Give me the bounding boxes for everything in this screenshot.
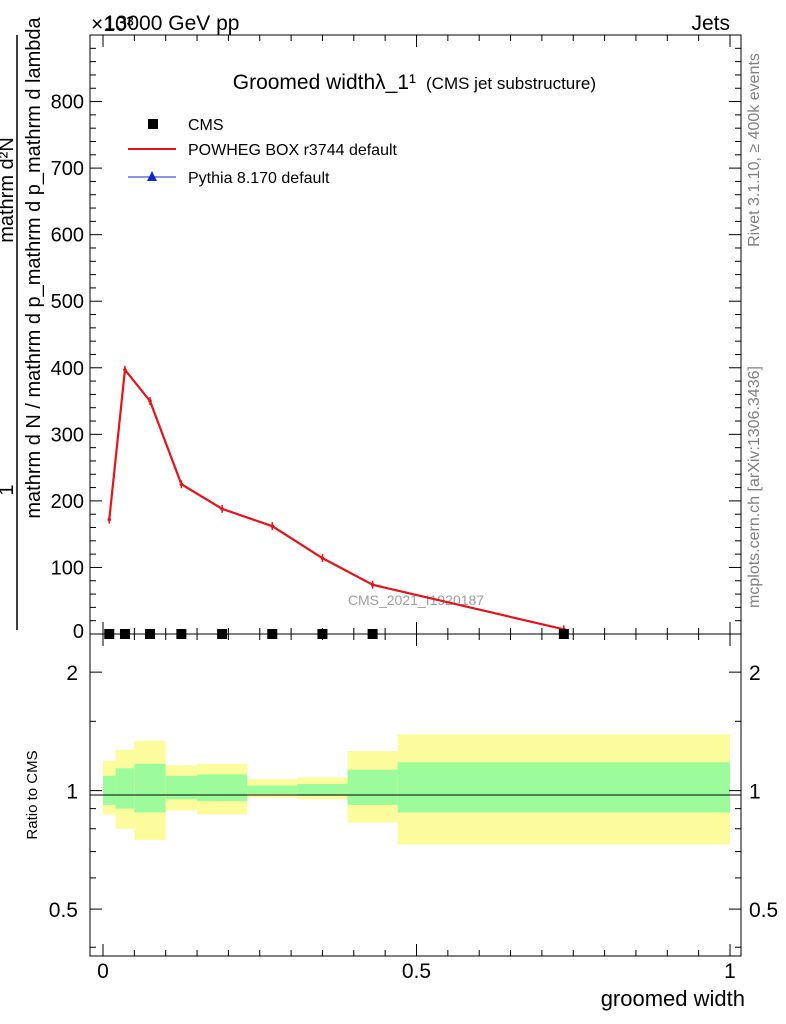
ratio-inner-band bbox=[134, 763, 166, 813]
powheg-point bbox=[179, 482, 184, 487]
y-tick-label-zero: 0 bbox=[73, 621, 84, 643]
ratio-inner-band bbox=[197, 774, 248, 802]
ratio-bands-layer bbox=[103, 734, 730, 845]
ratio-y-tick-label: 2 bbox=[66, 662, 78, 685]
ratio-y-tick-label: 1 bbox=[66, 781, 78, 804]
x-axis-title: groomed width bbox=[601, 986, 745, 1011]
ratio-y-tick-label-right: 0.5 bbox=[749, 899, 778, 922]
legend-pythia-marker bbox=[147, 171, 157, 181]
legend-powheg-label: POWHEG BOX r3744 default bbox=[188, 142, 398, 159]
ratio-inner-band bbox=[347, 769, 398, 805]
y-axis-title-top: mathrm d²N bbox=[0, 137, 18, 243]
powheg-point bbox=[107, 517, 112, 522]
ratio-y-tick-label-right: 1 bbox=[749, 781, 761, 804]
y-tick-label: 200 bbox=[51, 491, 84, 513]
main-plot-panel: 100 200 300 400 500 600 700 800 0 Groomed widthλ… bbox=[51, 34, 742, 643]
powheg-line bbox=[108, 366, 565, 631]
powheg-point bbox=[320, 556, 325, 560]
ratio-y-tick-label-right: 2 bbox=[749, 662, 761, 685]
legend-cms-marker bbox=[148, 119, 158, 129]
ratio-axis-title: Ratio to CMS bbox=[24, 750, 41, 839]
powheg-point bbox=[270, 524, 275, 528]
y-tick-label: 300 bbox=[51, 424, 84, 446]
y-tick-label: 700 bbox=[51, 158, 84, 180]
powheg-point bbox=[148, 399, 152, 403]
ratio-y-tick-label: 0.5 bbox=[49, 899, 78, 922]
exponent-label: ×10³ bbox=[91, 13, 134, 36]
y-axis-title-numerator: mathrm d N / mathrm d p_mathrm d p_mathr… bbox=[23, 16, 45, 518]
ratio-inner-band bbox=[397, 762, 730, 813]
legend: CMS POWHEG BOX r3744 default Pythia 8.17… bbox=[128, 117, 398, 187]
ratio-inner-band bbox=[115, 768, 135, 809]
x-tick-label: 0.5 bbox=[402, 960, 431, 983]
y-tick-label: 800 bbox=[51, 92, 84, 114]
energy-label: 13000 GeV pp bbox=[104, 12, 239, 35]
ratio-inner-band bbox=[165, 775, 198, 800]
main-series-layer bbox=[104, 365, 569, 639]
rivet-label: Rivet 3.1.10, ≥ 400k events bbox=[746, 53, 763, 247]
y-tick-label: 500 bbox=[51, 291, 84, 313]
mcplots-label: mcplots.cern.ch [arXiv:1306.3436] bbox=[746, 366, 763, 608]
ratio-inner-band bbox=[297, 783, 348, 796]
legend-cms-label: CMS bbox=[188, 117, 224, 134]
y-axis-title-one: 1 bbox=[0, 484, 18, 495]
plot-subtitle: (CMS jet substructure) bbox=[426, 74, 596, 93]
legend-pythia-label: Pythia 8.170 default bbox=[188, 170, 330, 187]
powheg-point bbox=[370, 582, 375, 587]
ratio-inner-band bbox=[103, 775, 116, 805]
plot-title: Groomed widthλ_1¹ bbox=[233, 71, 416, 94]
ratio-plot-frame bbox=[89, 633, 742, 957]
process-label: Jets bbox=[691, 12, 730, 35]
ratio-ticks: 0.5 0.5 1 1 2 2 0 0.5 1 bbox=[49, 634, 778, 983]
main-y-ticks: 100 200 300 400 500 600 700 800 0 bbox=[51, 35, 741, 643]
y-tick-label: 400 bbox=[51, 358, 84, 380]
powheg-point bbox=[220, 507, 224, 511]
analysis-watermark: CMS_2021_I1920187 bbox=[348, 592, 484, 608]
y-tick-label: 100 bbox=[51, 557, 84, 579]
x-tick-label: 1 bbox=[724, 960, 736, 983]
ratio-plot-panel: 0.5 0.5 1 1 2 2 0 0.5 1 Ratio to CMS bbox=[24, 633, 778, 983]
powheg-point bbox=[123, 367, 127, 372]
ratio-inner-band bbox=[247, 785, 298, 795]
x-tick-label: 0 bbox=[97, 960, 109, 983]
y-tick-label: 600 bbox=[51, 225, 84, 247]
